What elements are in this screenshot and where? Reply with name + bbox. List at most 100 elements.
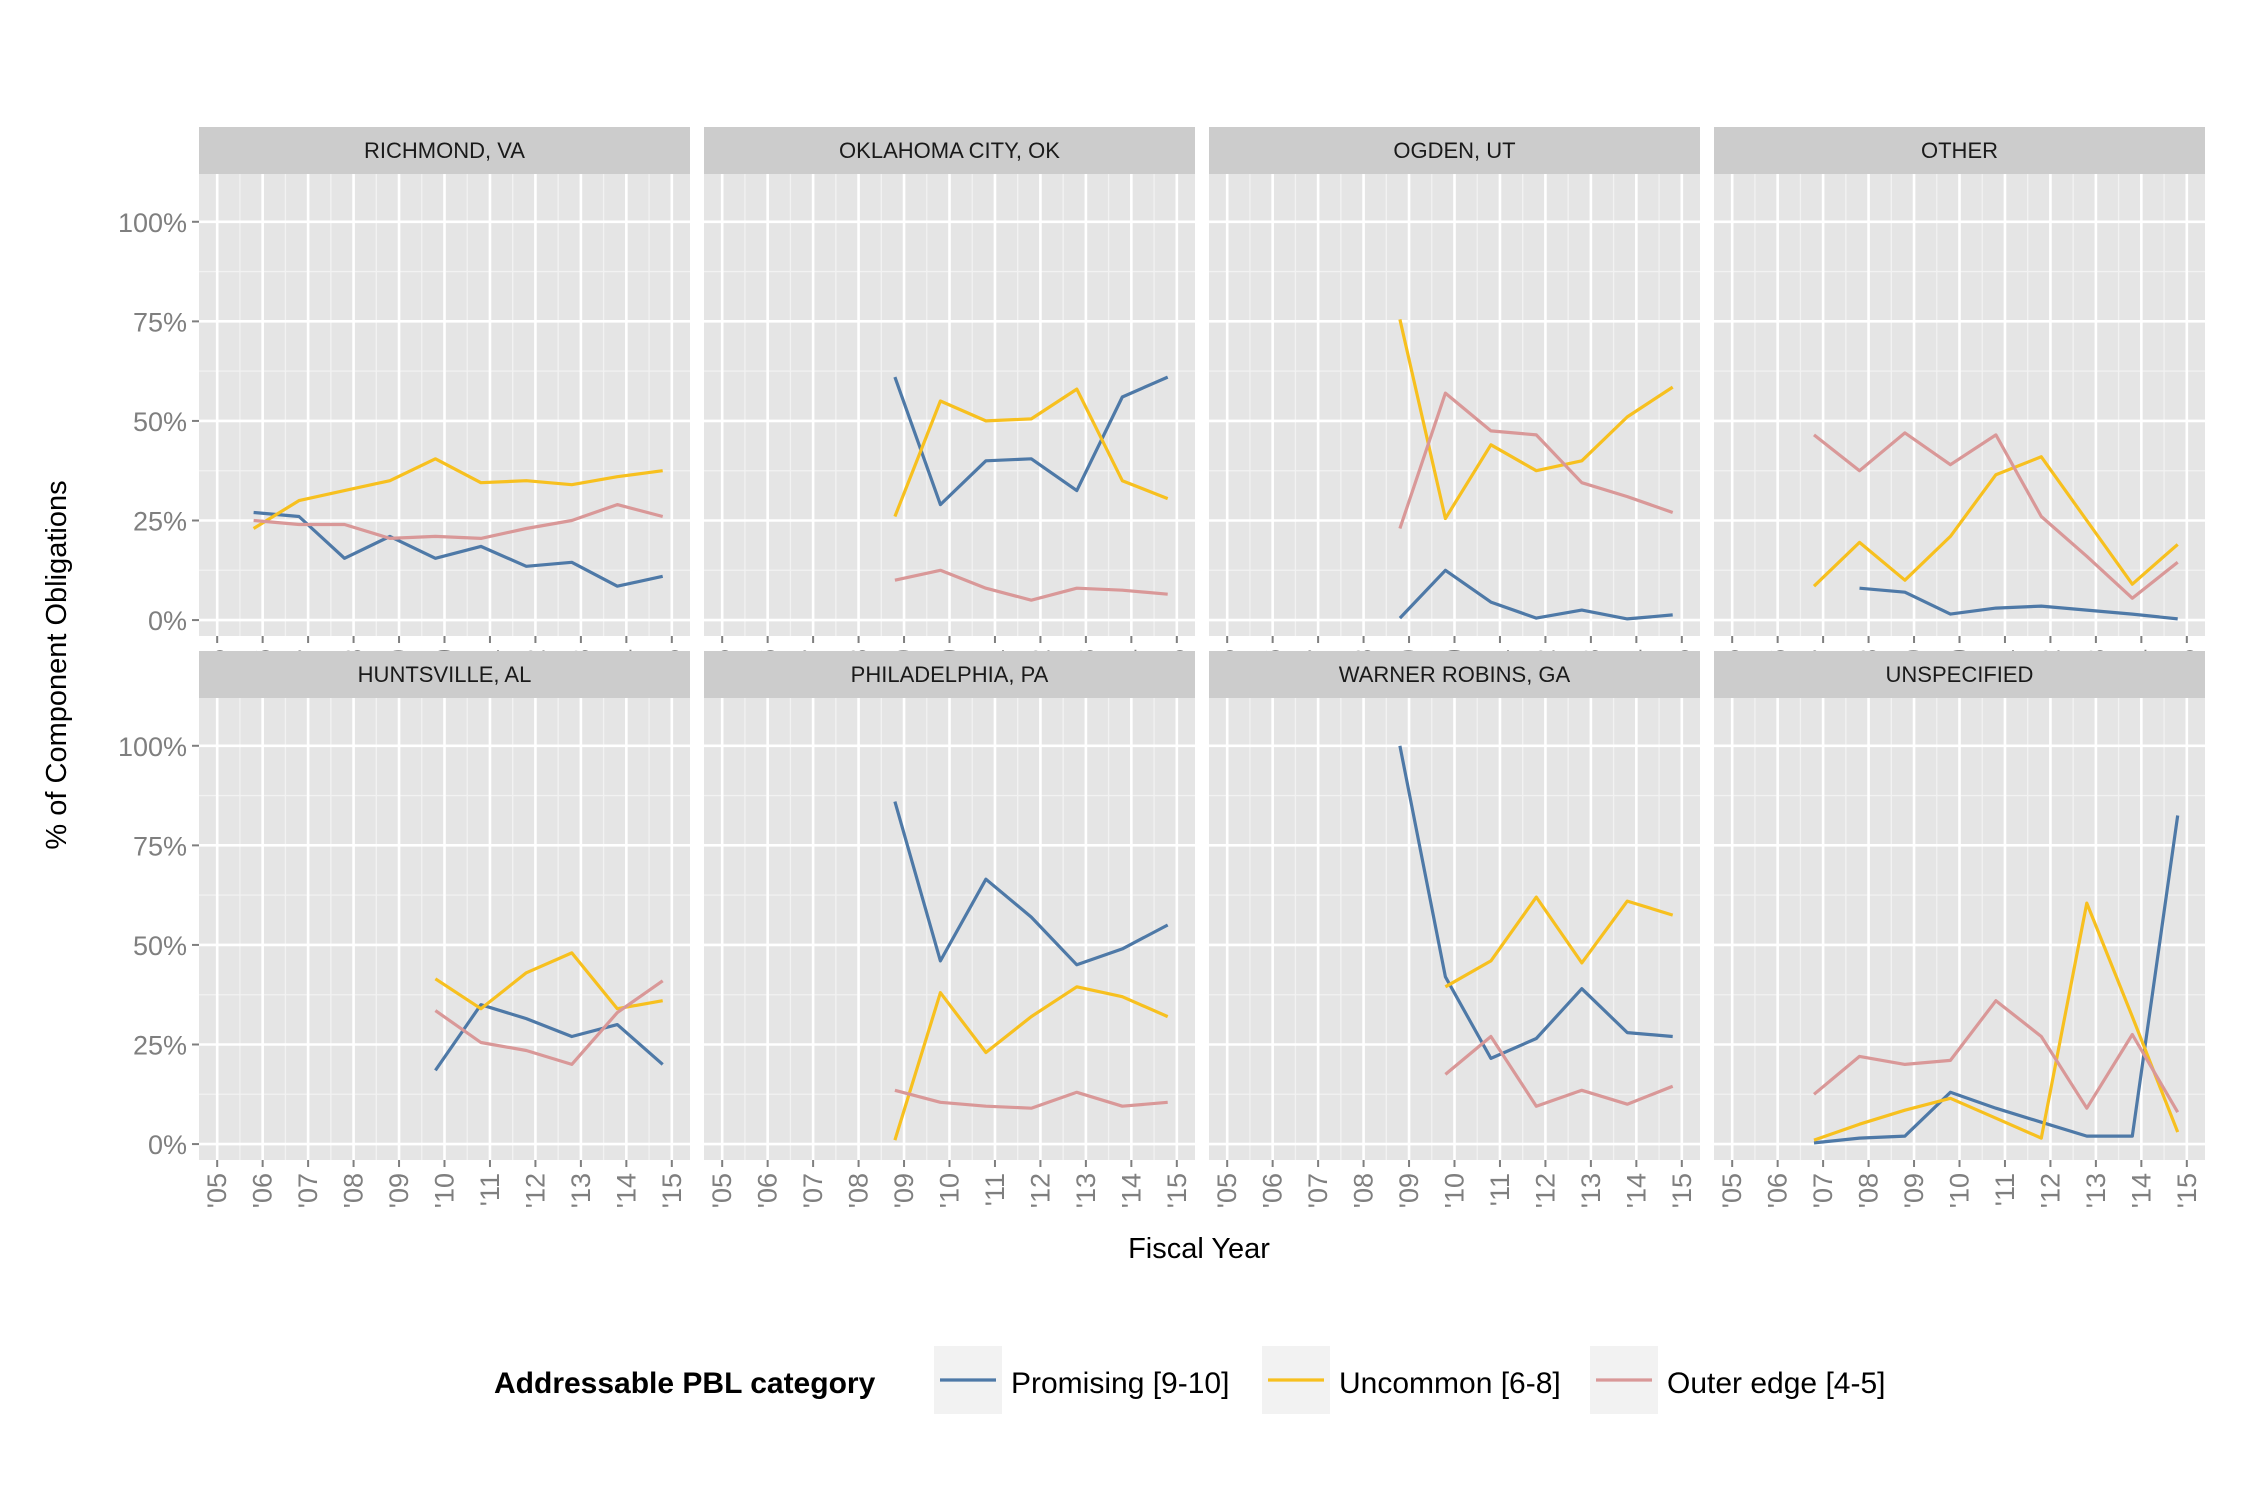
x-tick-label: '13 [1576,1173,1606,1208]
y-tick-label: 0% [148,1130,187,1160]
facet-strip-label: UNSPECIFIED [1886,662,2034,687]
facet-strip [704,651,1195,698]
facet-panel-philadelphia-pa: PHILADELPHIA, PA '05 '06 '07 '08 '09 '10 '11 '12… [704,651,1195,1208]
x-tick-label: '13 [2081,1173,2111,1208]
facet-strip-label: OTHER [1921,138,1998,163]
x-tick-label: '05 [1717,1173,1747,1208]
facet-panel-ogden-ut: OGDEN, UT'05'06'07'08'09'10'11'12'13'14'… [1209,127,1700,684]
facet-panel-oklahoma-city-ok: OKLAHOMA CITY, OK'05'06'07'08'09'10'11'1… [704,127,1195,684]
x-tick-label: '08 [1854,1173,1884,1208]
x-tick-label: '05 [707,1173,737,1208]
x-tick-label: '10 [935,1173,965,1208]
x-tick-label: '12 [2035,1173,2065,1208]
legend-label-uncommon-6-8: Uncommon [6-8] [1339,1367,1561,1400]
facet-strip [1209,651,1700,698]
legend-label-outer-edge-4-5: Outer edge [4-5] [1667,1367,1885,1400]
series-line-outer-edge-4-5 [1813,431,2179,600]
x-tick-label: '08 [844,1173,874,1208]
x-tick-label: '11 [980,1173,1010,1206]
series-line-promising-9-10 [1813,815,2180,1145]
facet-panel-huntsville-al: HUNTSVILLE, AL '05 '06 '07 '08 '09 '10 '11 '12 '1… [118,651,690,1208]
series-line-uncommon-6-8 [1444,895,1674,989]
x-tick-label: '08 [1349,1173,1379,1208]
y-tick-label: 0% [148,606,187,636]
facet-panel-richmond-va: RICHMOND, VA'05'06'07'08'09'10'11'12'13'… [118,127,690,684]
series-line-uncommon-6-8 [893,985,1169,1141]
facet-strip-label: RICHMOND, VA [364,138,525,163]
series-line-outer-edge-4-5 [434,979,664,1067]
x-tick-label: '09 [889,1173,919,1208]
facet-strip-label: WARNER ROBINS, GA [1339,662,1571,687]
facet-strip-label: OKLAHOMA CITY, OK [839,138,1060,163]
facet-strip [199,651,690,698]
x-tick-label: '06 [753,1173,783,1208]
x-tick-label: '12 [1530,1173,1560,1208]
x-tick-label: '09 [384,1173,414,1208]
facet-strip-label: PHILADELPHIA, PA [851,662,1049,687]
x-tick-label: '07 [798,1173,828,1208]
x-axis-title: Fiscal Year [1128,1233,1270,1265]
legend-label-promising-9-10: Promising [9-10] [1011,1367,1229,1400]
x-tick-label: '12 [520,1173,550,1208]
series-line-promising-9-10 [1859,586,2178,621]
x-tick-label: '15 [657,1173,687,1208]
facet-strip [1714,651,2205,698]
x-tick-label: '14 [1116,1173,1146,1208]
y-tick-label: 50% [133,931,187,961]
facet-panel-other: OTHER'05'06'07'08'09'10'11'12'13'14'15 [1714,127,2205,684]
panels-layer: RICHMOND, VA '05 '06 '07 '08 '09 '10 '11 '12 '13 '… [118,127,2205,1208]
x-tick-label: '14 [1621,1173,1651,1208]
facet-panel-unspecified: UNSPECIFIED '05 '06 '07 '08 '09 '10 '11 '12 '13 '1… [1714,651,2205,1208]
series-line-outer-edge-4-5 [894,1088,1168,1110]
x-tick-label: '11 [1990,1173,2020,1206]
series-line-uncommon-6-8 [1812,455,2179,588]
x-tick-label: '05 [202,1173,232,1208]
facet-strip-label: HUNTSVILLE, AL [358,662,532,687]
series-line-outer-edge-4-5 [894,568,1168,602]
series-line-outer-edge-4-5 [253,503,664,541]
x-tick-label: '10 [1440,1173,1470,1208]
series-line-promising-9-10 [253,510,664,588]
series-line-uncommon-6-8 [252,457,663,530]
x-tick-label: '06 [248,1173,278,1208]
x-tick-label: '14 [2126,1173,2156,1208]
facet-strip [1714,127,2205,174]
x-tick-label: '12 [1025,1173,1055,1208]
x-tick-label: '07 [293,1173,323,1208]
facet-strip [704,127,1195,174]
series-line-uncommon-6-8 [1398,319,1674,521]
y-tick-label: 75% [133,831,187,861]
x-tick-label: '15 [1162,1173,1192,1208]
x-tick-label: '07 [1303,1173,1333,1208]
series-line-promising-9-10 [1398,745,1673,1061]
facet-strip [1209,127,1700,174]
x-tick-label: '06 [1258,1173,1288,1208]
series-line-outer-edge-4-5 [1812,999,2180,1114]
facet-panel-warner-robins-ga: WARNER ROBINS, GA '05 '06 '07 '08 '09 '10 '11 '1… [1209,651,1700,1208]
x-tick-label: '09 [1899,1173,1929,1208]
axis-titles: Fiscal Year % of Component Obligations [41,480,1270,1265]
x-tick-label: '11 [475,1173,505,1206]
x-tick-label: '14 [611,1173,641,1208]
facet-strip [199,127,690,174]
x-tick-label: '07 [1808,1173,1838,1208]
x-tick-label: '05 [1212,1173,1242,1208]
y-axis-title: % of Component Obligations [41,480,73,849]
x-tick-label: '10 [430,1173,460,1208]
x-tick-label: '08 [339,1173,369,1208]
y-tick-label: 75% [133,307,187,337]
series-line-promising-9-10 [434,1003,664,1072]
series-line-outer-edge-4-5 [1398,391,1674,530]
series-line-promising-9-10 [893,375,1169,507]
x-tick-label: '06 [1763,1173,1793,1208]
series-line-promising-9-10 [893,801,1169,967]
y-tick-label: 100% [118,208,187,238]
x-tick-label: '10 [1945,1173,1975,1208]
series-line-uncommon-6-8 [1813,901,2180,1142]
x-tick-label: '15 [1667,1173,1697,1208]
x-tick-label: '15 [2172,1173,2202,1208]
facet-strip-label: OGDEN, UT [1393,138,1515,163]
x-tick-label: '13 [566,1173,596,1208]
